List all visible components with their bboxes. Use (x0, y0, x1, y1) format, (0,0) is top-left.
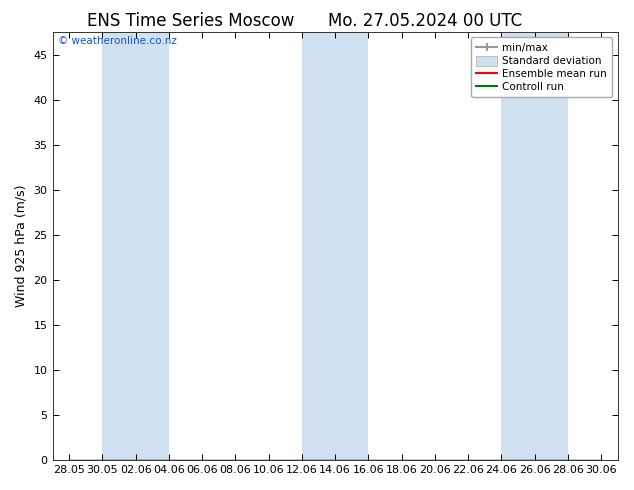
Bar (103, 32, 169, 460)
Text: Mo. 27.05.2024 00 UTC: Mo. 27.05.2024 00 UTC (328, 12, 522, 30)
Text: © weatheronline.co.nz: © weatheronline.co.nz (58, 36, 177, 47)
Y-axis label: Wind 925 hPa (m/s): Wind 925 hPa (m/s) (15, 185, 28, 307)
Text: ENS Time Series Moscow: ENS Time Series Moscow (86, 12, 294, 30)
Legend: min/max, Standard deviation, Ensemble mean run, Controll run: min/max, Standard deviation, Ensemble me… (471, 37, 612, 98)
Bar (302, 32, 368, 460)
Bar (501, 32, 568, 460)
